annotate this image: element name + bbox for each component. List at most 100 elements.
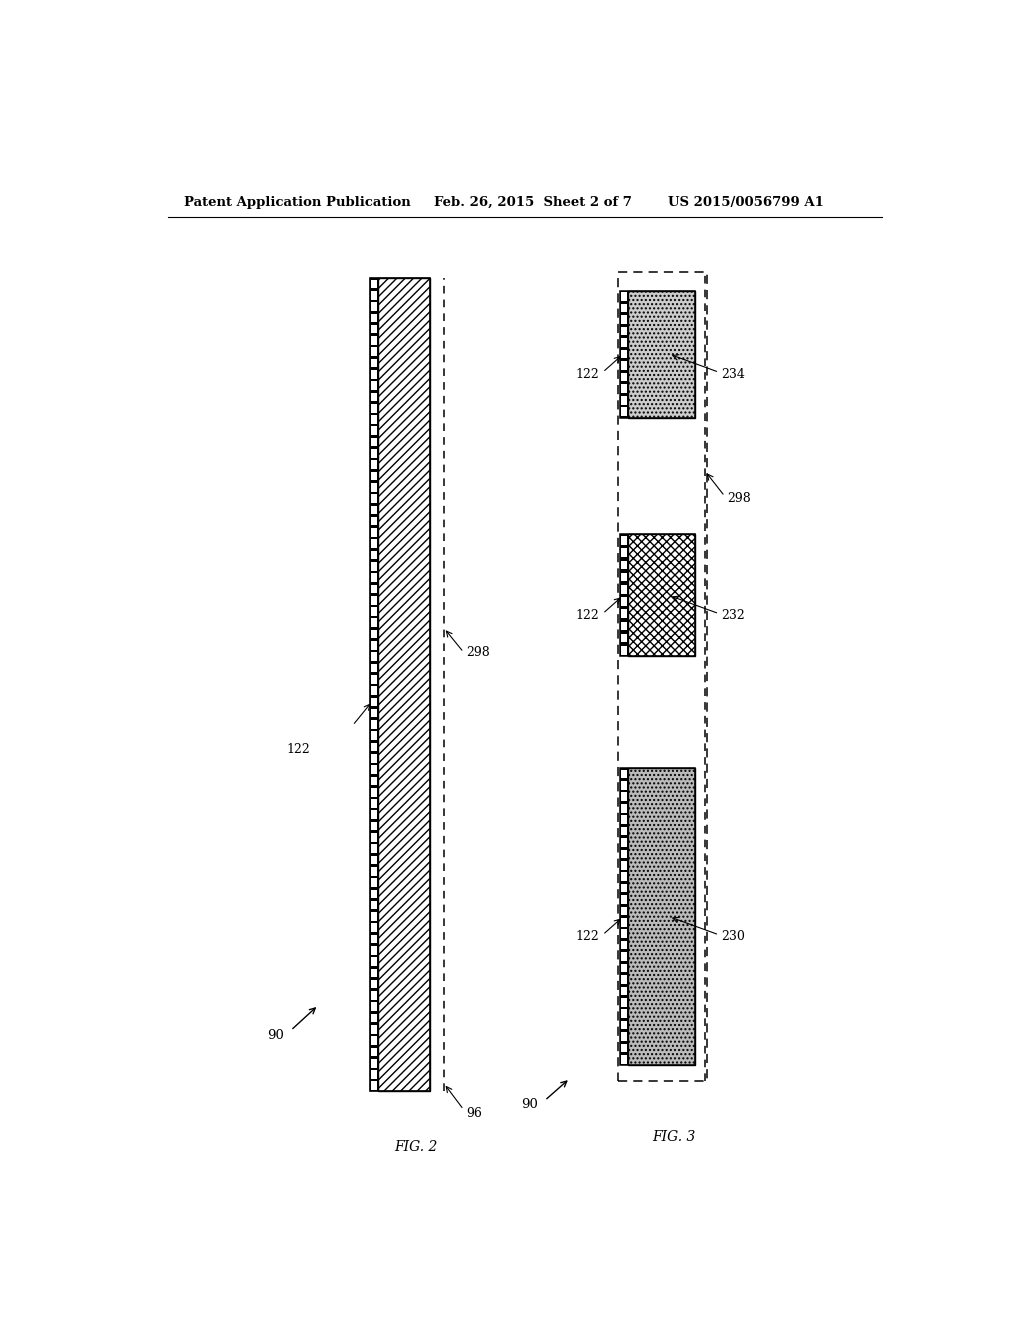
Bar bbox=[621, 597, 627, 606]
Bar bbox=[371, 686, 377, 694]
Bar bbox=[628, 290, 695, 417]
Text: 298: 298 bbox=[727, 492, 751, 504]
Bar bbox=[371, 392, 377, 401]
Bar bbox=[371, 709, 377, 718]
Bar bbox=[371, 642, 377, 649]
Bar bbox=[621, 561, 627, 569]
Bar bbox=[371, 337, 377, 345]
Bar bbox=[378, 279, 430, 1092]
Bar bbox=[371, 822, 377, 830]
Bar bbox=[371, 991, 377, 999]
Bar bbox=[621, 941, 627, 949]
Text: Feb. 26, 2015  Sheet 2 of 7: Feb. 26, 2015 Sheet 2 of 7 bbox=[433, 195, 632, 209]
Bar bbox=[621, 873, 627, 880]
Bar bbox=[621, 884, 627, 892]
Bar bbox=[371, 1002, 377, 1011]
Bar bbox=[371, 1026, 377, 1034]
Bar bbox=[621, 1044, 627, 1052]
Bar bbox=[371, 810, 377, 820]
Bar bbox=[628, 535, 695, 656]
Bar bbox=[371, 550, 377, 560]
Bar bbox=[371, 845, 377, 853]
Bar bbox=[620, 768, 695, 1065]
Bar bbox=[371, 743, 377, 751]
Bar bbox=[620, 768, 628, 1065]
Bar bbox=[371, 675, 377, 684]
Bar bbox=[621, 585, 627, 594]
Bar bbox=[371, 630, 377, 639]
Bar bbox=[371, 924, 377, 932]
Bar bbox=[371, 912, 377, 921]
Bar bbox=[371, 979, 377, 989]
Bar bbox=[621, 350, 627, 358]
Bar bbox=[621, 770, 627, 779]
Bar bbox=[371, 314, 377, 322]
Bar bbox=[371, 697, 377, 706]
Bar bbox=[371, 404, 377, 413]
Bar bbox=[371, 416, 377, 424]
Bar bbox=[371, 890, 377, 898]
Bar bbox=[371, 776, 377, 785]
Bar bbox=[371, 619, 377, 627]
Bar bbox=[371, 302, 377, 312]
Bar bbox=[621, 998, 627, 1007]
Text: 230: 230 bbox=[722, 931, 745, 944]
Bar bbox=[621, 986, 627, 995]
Bar bbox=[371, 754, 377, 763]
Bar bbox=[621, 781, 627, 789]
Bar bbox=[621, 792, 627, 801]
Bar bbox=[371, 1048, 377, 1056]
Bar bbox=[371, 528, 377, 537]
Bar bbox=[371, 280, 377, 288]
Bar bbox=[371, 370, 377, 379]
Text: 122: 122 bbox=[575, 931, 599, 944]
Bar bbox=[371, 359, 377, 367]
Text: US 2015/0056799 A1: US 2015/0056799 A1 bbox=[668, 195, 823, 209]
Bar bbox=[370, 279, 378, 1092]
Text: 122: 122 bbox=[575, 610, 599, 622]
Bar bbox=[371, 1071, 377, 1078]
Text: 298: 298 bbox=[466, 645, 489, 659]
Bar bbox=[371, 595, 377, 605]
Bar bbox=[621, 850, 627, 858]
Bar bbox=[371, 347, 377, 356]
Bar bbox=[621, 1020, 627, 1030]
Bar bbox=[371, 833, 377, 842]
Bar bbox=[371, 494, 377, 503]
Bar bbox=[621, 384, 627, 393]
Bar bbox=[621, 622, 627, 630]
Bar bbox=[621, 804, 627, 813]
Bar bbox=[621, 315, 627, 323]
Bar bbox=[371, 766, 377, 774]
Bar bbox=[371, 562, 377, 570]
Bar bbox=[371, 540, 377, 548]
Bar bbox=[371, 585, 377, 593]
Bar bbox=[371, 471, 377, 480]
Bar bbox=[621, 610, 627, 618]
Bar bbox=[621, 964, 627, 973]
Bar bbox=[371, 1036, 377, 1045]
Bar bbox=[371, 1081, 377, 1090]
Bar bbox=[621, 396, 627, 404]
Bar bbox=[371, 1014, 377, 1023]
Bar bbox=[371, 900, 377, 909]
Bar bbox=[621, 1032, 627, 1040]
Bar bbox=[621, 362, 627, 370]
Bar bbox=[620, 290, 628, 417]
Bar bbox=[621, 326, 627, 335]
Text: 90: 90 bbox=[521, 1098, 539, 1111]
Bar bbox=[371, 573, 377, 582]
Text: Patent Application Publication: Patent Application Publication bbox=[183, 195, 411, 209]
Bar bbox=[371, 652, 377, 661]
Bar bbox=[371, 969, 377, 977]
Text: 122: 122 bbox=[575, 368, 599, 381]
Bar bbox=[621, 304, 627, 312]
Bar bbox=[621, 645, 627, 655]
Bar bbox=[621, 826, 627, 836]
Bar bbox=[371, 721, 377, 729]
Bar bbox=[621, 372, 627, 381]
Bar bbox=[371, 664, 377, 672]
Bar bbox=[371, 290, 377, 300]
Bar bbox=[621, 536, 627, 545]
Text: FIG. 3: FIG. 3 bbox=[652, 1130, 695, 1144]
